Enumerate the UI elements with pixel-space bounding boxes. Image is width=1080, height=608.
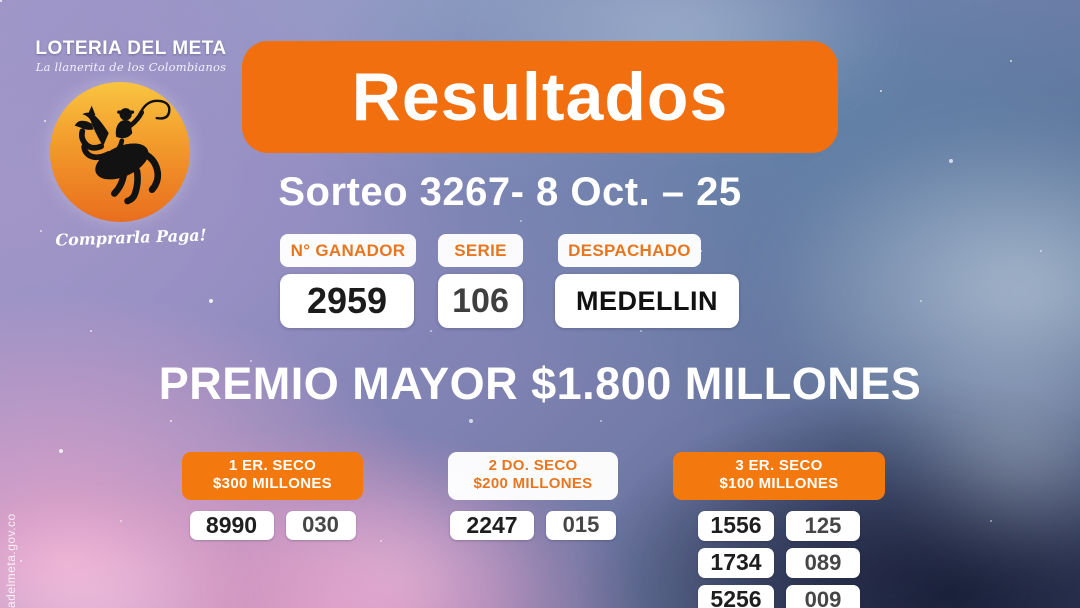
winning-number-value: 2959 [280, 274, 414, 328]
brand-slogan: Comprarla Paga! [55, 225, 207, 250]
seco-2-amount: $200 MILLONES [473, 475, 593, 493]
seco-1-section: 1 ER. SECO $300 MILLONES 8990 030 [182, 452, 363, 540]
seco-3-series-2: 089 [786, 547, 860, 578]
seco-1-result-row: 8990 030 [189, 510, 356, 540]
seco-3-series-1: 125 [786, 510, 860, 541]
seco-2-title: 2 DO. SECO [488, 457, 578, 474]
seco-1-amount: $300 MILLONES [213, 475, 332, 493]
grand-prize-line: PREMIO MAYOR $1.800 MILLONES [158, 358, 922, 409]
seco-3-header: 3 ER. SECO $100 MILLONES [673, 452, 885, 500]
seco-3-section: 3 ER. SECO $100 MILLONES 1556 125 1734 0… [673, 452, 885, 608]
label-winning-number: N° GANADOR [280, 234, 416, 267]
label-dispatched: DESPACHADO [558, 234, 701, 267]
seco-1-title: 1 ER. SECO [228, 457, 317, 474]
seco-3-result-row: 1734 089 [698, 547, 860, 578]
seco-2-section: 2 DO. SECO $200 MILLONES 2247 015 [448, 452, 618, 540]
draw-info: Sorteo 3267- 8 Oct. – 25 [278, 170, 742, 214]
logo [50, 82, 190, 222]
seco-3-amount: $100 MILLONES [719, 475, 839, 493]
seco-3-result-row: 5256 009 [698, 584, 860, 608]
label-series: SERIE [438, 234, 523, 267]
seco-3-number-3: 5256 [698, 584, 774, 608]
series-value: 106 [438, 274, 523, 328]
brand-name: LOTERIA DEL META [35, 38, 227, 59]
horse-rider-lasso-icon [74, 99, 171, 205]
seco-1-number: 8990 [189, 510, 274, 540]
website-url: adelmeta.gov.co [4, 513, 18, 608]
seco-3-result-row: 1556 125 [698, 510, 860, 541]
seco-3-series-3: 009 [786, 584, 860, 608]
seco-3-number-1: 1556 [698, 510, 774, 541]
seco-3-number-2: 1734 [698, 547, 774, 578]
seco-2-header: 2 DO. SECO $200 MILLONES [448, 452, 618, 500]
seco-2-series: 015 [546, 510, 616, 540]
seco-1-header: 1 ER. SECO $300 MILLONES [182, 452, 363, 500]
results-title: Resultados [351, 59, 729, 135]
brand-tagline: La llanerita de los Colombianos [35, 60, 227, 74]
seco-1-series: 030 [285, 510, 356, 540]
seco-3-title: 3 ER. SECO [735, 457, 823, 474]
sparkles [0, 0, 2, 2]
seco-2-number: 2247 [450, 510, 534, 540]
results-banner: Resultados [242, 41, 838, 153]
dispatched-value: MEDELLIN [555, 274, 739, 328]
seco-2-result-row: 2247 015 [450, 510, 616, 540]
